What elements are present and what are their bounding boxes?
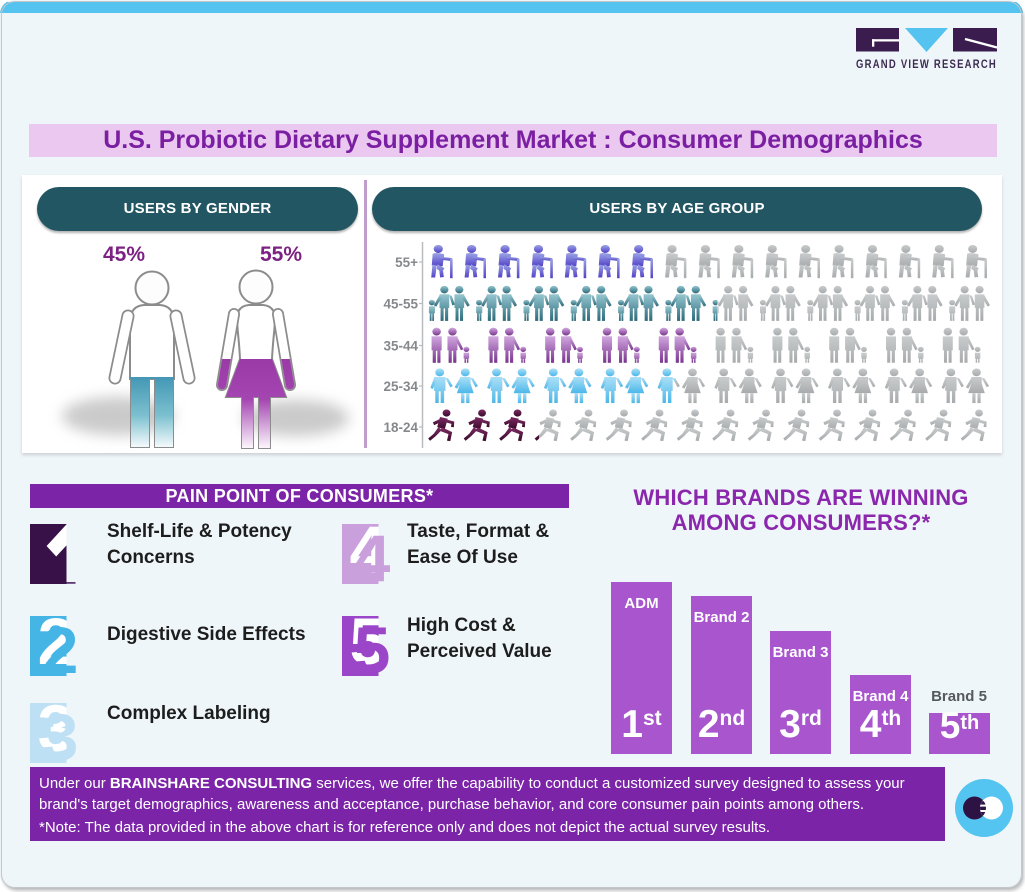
- svg-text:18-24: 18-24: [383, 420, 418, 435]
- svg-text:35-44: 35-44: [383, 339, 418, 354]
- svg-text:4: 4: [354, 521, 391, 595]
- svg-text:45-55: 45-55: [383, 297, 418, 312]
- svg-text:2: 2: [38, 604, 75, 678]
- svg-text:55+: 55+: [395, 255, 418, 270]
- svg-text:3: 3: [38, 691, 75, 765]
- svg-text:45%: 45%: [103, 243, 145, 266]
- svg-text:3: 3: [42, 700, 79, 774]
- svg-text:4: 4: [350, 512, 387, 586]
- svg-text:25-34: 25-34: [383, 379, 418, 394]
- svg-text:2: 2: [42, 613, 79, 687]
- svg-text:5: 5: [354, 613, 391, 687]
- svg-text:55%: 55%: [260, 243, 302, 266]
- svg-text:GRAND VIEW RESEARCH: GRAND VIEW RESEARCH: [856, 59, 997, 71]
- svg-text:5: 5: [350, 604, 387, 678]
